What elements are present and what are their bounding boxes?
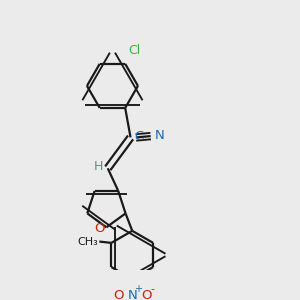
Text: Cl: Cl: [128, 44, 140, 57]
Text: CH₃: CH₃: [77, 237, 98, 247]
Text: +: +: [134, 284, 142, 294]
Text: C: C: [134, 130, 143, 142]
Text: N: N: [128, 289, 137, 300]
Text: -: -: [150, 284, 154, 294]
Text: H: H: [94, 160, 103, 172]
Text: O: O: [94, 222, 105, 235]
Text: O: O: [141, 289, 152, 300]
Text: O: O: [113, 289, 124, 300]
Text: N: N: [155, 129, 164, 142]
